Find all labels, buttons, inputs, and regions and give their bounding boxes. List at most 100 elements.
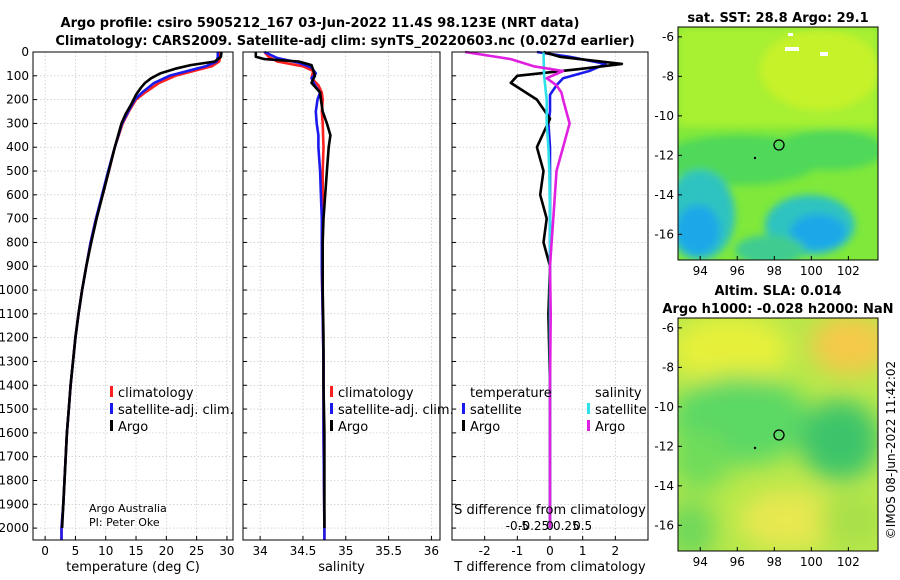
x-tick-label: -2 [479,544,491,558]
map-y-tick-label: -12 [654,439,674,453]
map-y-tick-label: -14 [654,188,674,202]
argo-track-dot [753,156,757,160]
x-tick-label: -1 [511,544,523,558]
salinity-legend: climatology satellite-adj. clim. Argo [330,386,454,435]
legend-label-satellite-adj: satellite-adj. clim. [338,403,454,418]
legend-swatch-argo [110,420,113,431]
y-tick-label: 1600 [0,426,29,440]
map-x-tick-label: 102 [837,264,860,278]
x2-tick-label: -0.25 [518,519,549,533]
x-tick-label: 10 [98,544,113,558]
map-x-tick-label: 98 [767,264,782,278]
x-tick-label: 15 [128,544,143,558]
temperature-profile-panel: 0 5 10 15 20 25 300100200300400500600700800900… [0,45,235,575]
map-y-tick-label: -8 [662,360,674,374]
legend-swatch-sal-argo [587,420,590,431]
x2-tick-label: -0.5 [506,519,529,533]
y-tick-label: 2000 [0,521,29,535]
legend-label-climatology: climatology [338,386,414,401]
y-tick-label: 1000 [0,283,29,297]
copyright-label: ©IMOS 08-Jun-2022 11:42:02 [884,361,898,539]
legend-label-temp-argo: Argo [470,420,500,435]
x2-tick-label: 0.25 [553,519,580,533]
y-tick-label: 300 [6,116,29,130]
sla-map-axes: 94 96 98 100 102 -6 -8 -10 -12 -14 -16 [654,321,859,569]
legend-label-sal-satellite: satellite [595,403,647,418]
y-tick-label: 500 [6,164,29,178]
y-tick-label: 1100 [0,307,29,321]
x-axis-label: temperature (deg C) [66,560,200,575]
x-tick-label: 35 [338,544,353,558]
map-x-tick-label: 94 [693,555,708,569]
legend-swatch-satellite-adj [110,403,113,414]
legend-swatch-sal-satellite [587,403,590,414]
x-tick-label: 35.5 [375,544,402,558]
y-tick-label: 1800 [0,473,29,487]
legend-swatch-climatology [330,386,333,397]
map-x-tick-label: 96 [730,264,745,278]
sla-map-panel: 94 96 98 100 102 -6 -8 -10 -12 -14 -16 [654,317,879,569]
legend-swatch-temp-satellite [462,403,465,414]
map-y-tick-label: -6 [662,321,674,335]
y-tick-label: 400 [6,140,29,154]
plot-area [33,52,233,540]
map-x-tick-label: 96 [730,555,745,569]
x-tick-label: 36 [424,544,439,558]
map-y-tick-label: -16 [654,227,674,241]
plot-area [243,52,440,540]
sst-map-axes: 94 96 98 100 102 -6 -8 -10 -12 -14 -16 [654,30,859,278]
argo-location-marker [773,429,785,441]
difference-legend: temperature salinity satellite Argo sate… [462,386,647,435]
map-x-tick-label: 102 [837,555,860,569]
sla-field [678,318,878,551]
y-tick-label: 100 [6,69,29,83]
map-y-tick-label: -16 [654,518,674,532]
series-line-argo [254,52,332,529]
y-tick-label: 700 [6,212,29,226]
y-tick-label: 200 [6,93,29,107]
y-tick-label: 1700 [0,450,29,464]
salinity-profile-panel: 34 34.5 35 35.5 36 salinity [242,50,441,575]
y-tick-label: 1200 [0,331,29,345]
x2-tick-label: 0.5 [573,519,592,533]
x-tick-label: 30 [219,544,234,558]
legend-label-temp-satellite: satellite [470,403,522,418]
y-tick-label: 800 [6,235,29,249]
map-y-tick-label: -10 [654,400,674,414]
temperature-legend: climatology satellite-adj. clim. Argo [110,386,234,435]
credit-line2: PI: Peter Oke [89,516,160,529]
legend-label-argo: Argo [118,420,148,435]
difference-profile-panel: -2 -1 0 1 2-0.5-0.250 0.250.5S difference fro… [451,50,649,575]
x-tick-label: 25 [189,544,204,558]
sst-map-title: sat. SST: 28.8 Argo: 29.1 [687,11,868,26]
plot-frame [32,51,234,541]
x2-tick-label: 0 [546,519,554,533]
map-x-tick-label: 98 [767,555,782,569]
y-tick-label: 600 [6,188,29,202]
x-axis-label: salinity [318,560,365,575]
legend-label-sal-argo: Argo [595,420,625,435]
y-tick-label: 1500 [0,402,29,416]
x-tick-label: 2 [612,544,620,558]
y-tick-label: 1900 [0,497,29,511]
sla-map-title-line1: Altim. SLA: 0.014 [715,284,842,299]
legend-label-argo: Argo [338,420,368,435]
legend-swatch-temp-argo [462,420,465,431]
map-x-tick-label: 94 [693,264,708,278]
y-tick-label: 1300 [0,354,29,368]
y-tick-label: 900 [6,259,29,273]
argo-location-marker [773,139,785,151]
credit-line1: Argo Australia [89,502,167,515]
legend-swatch-satellite-adj [330,403,333,414]
sla-map-title-line2: Argo h1000: -0.028 h2000: NaN [662,302,893,317]
y-tick-label: 1400 [0,378,29,392]
legend-label-satellite-adj: satellite-adj. clim. [118,403,234,418]
map-y-tick-label: -10 [654,109,674,123]
legend-label-climatology: climatology [118,386,194,401]
y-tick-label: 0 [21,45,29,59]
plot-frame [242,51,441,541]
legend-swatch-climatology [110,386,113,397]
x2-axis-label: S difference from climatology [454,503,646,518]
x-axis-label: T difference from climatology [453,560,646,575]
